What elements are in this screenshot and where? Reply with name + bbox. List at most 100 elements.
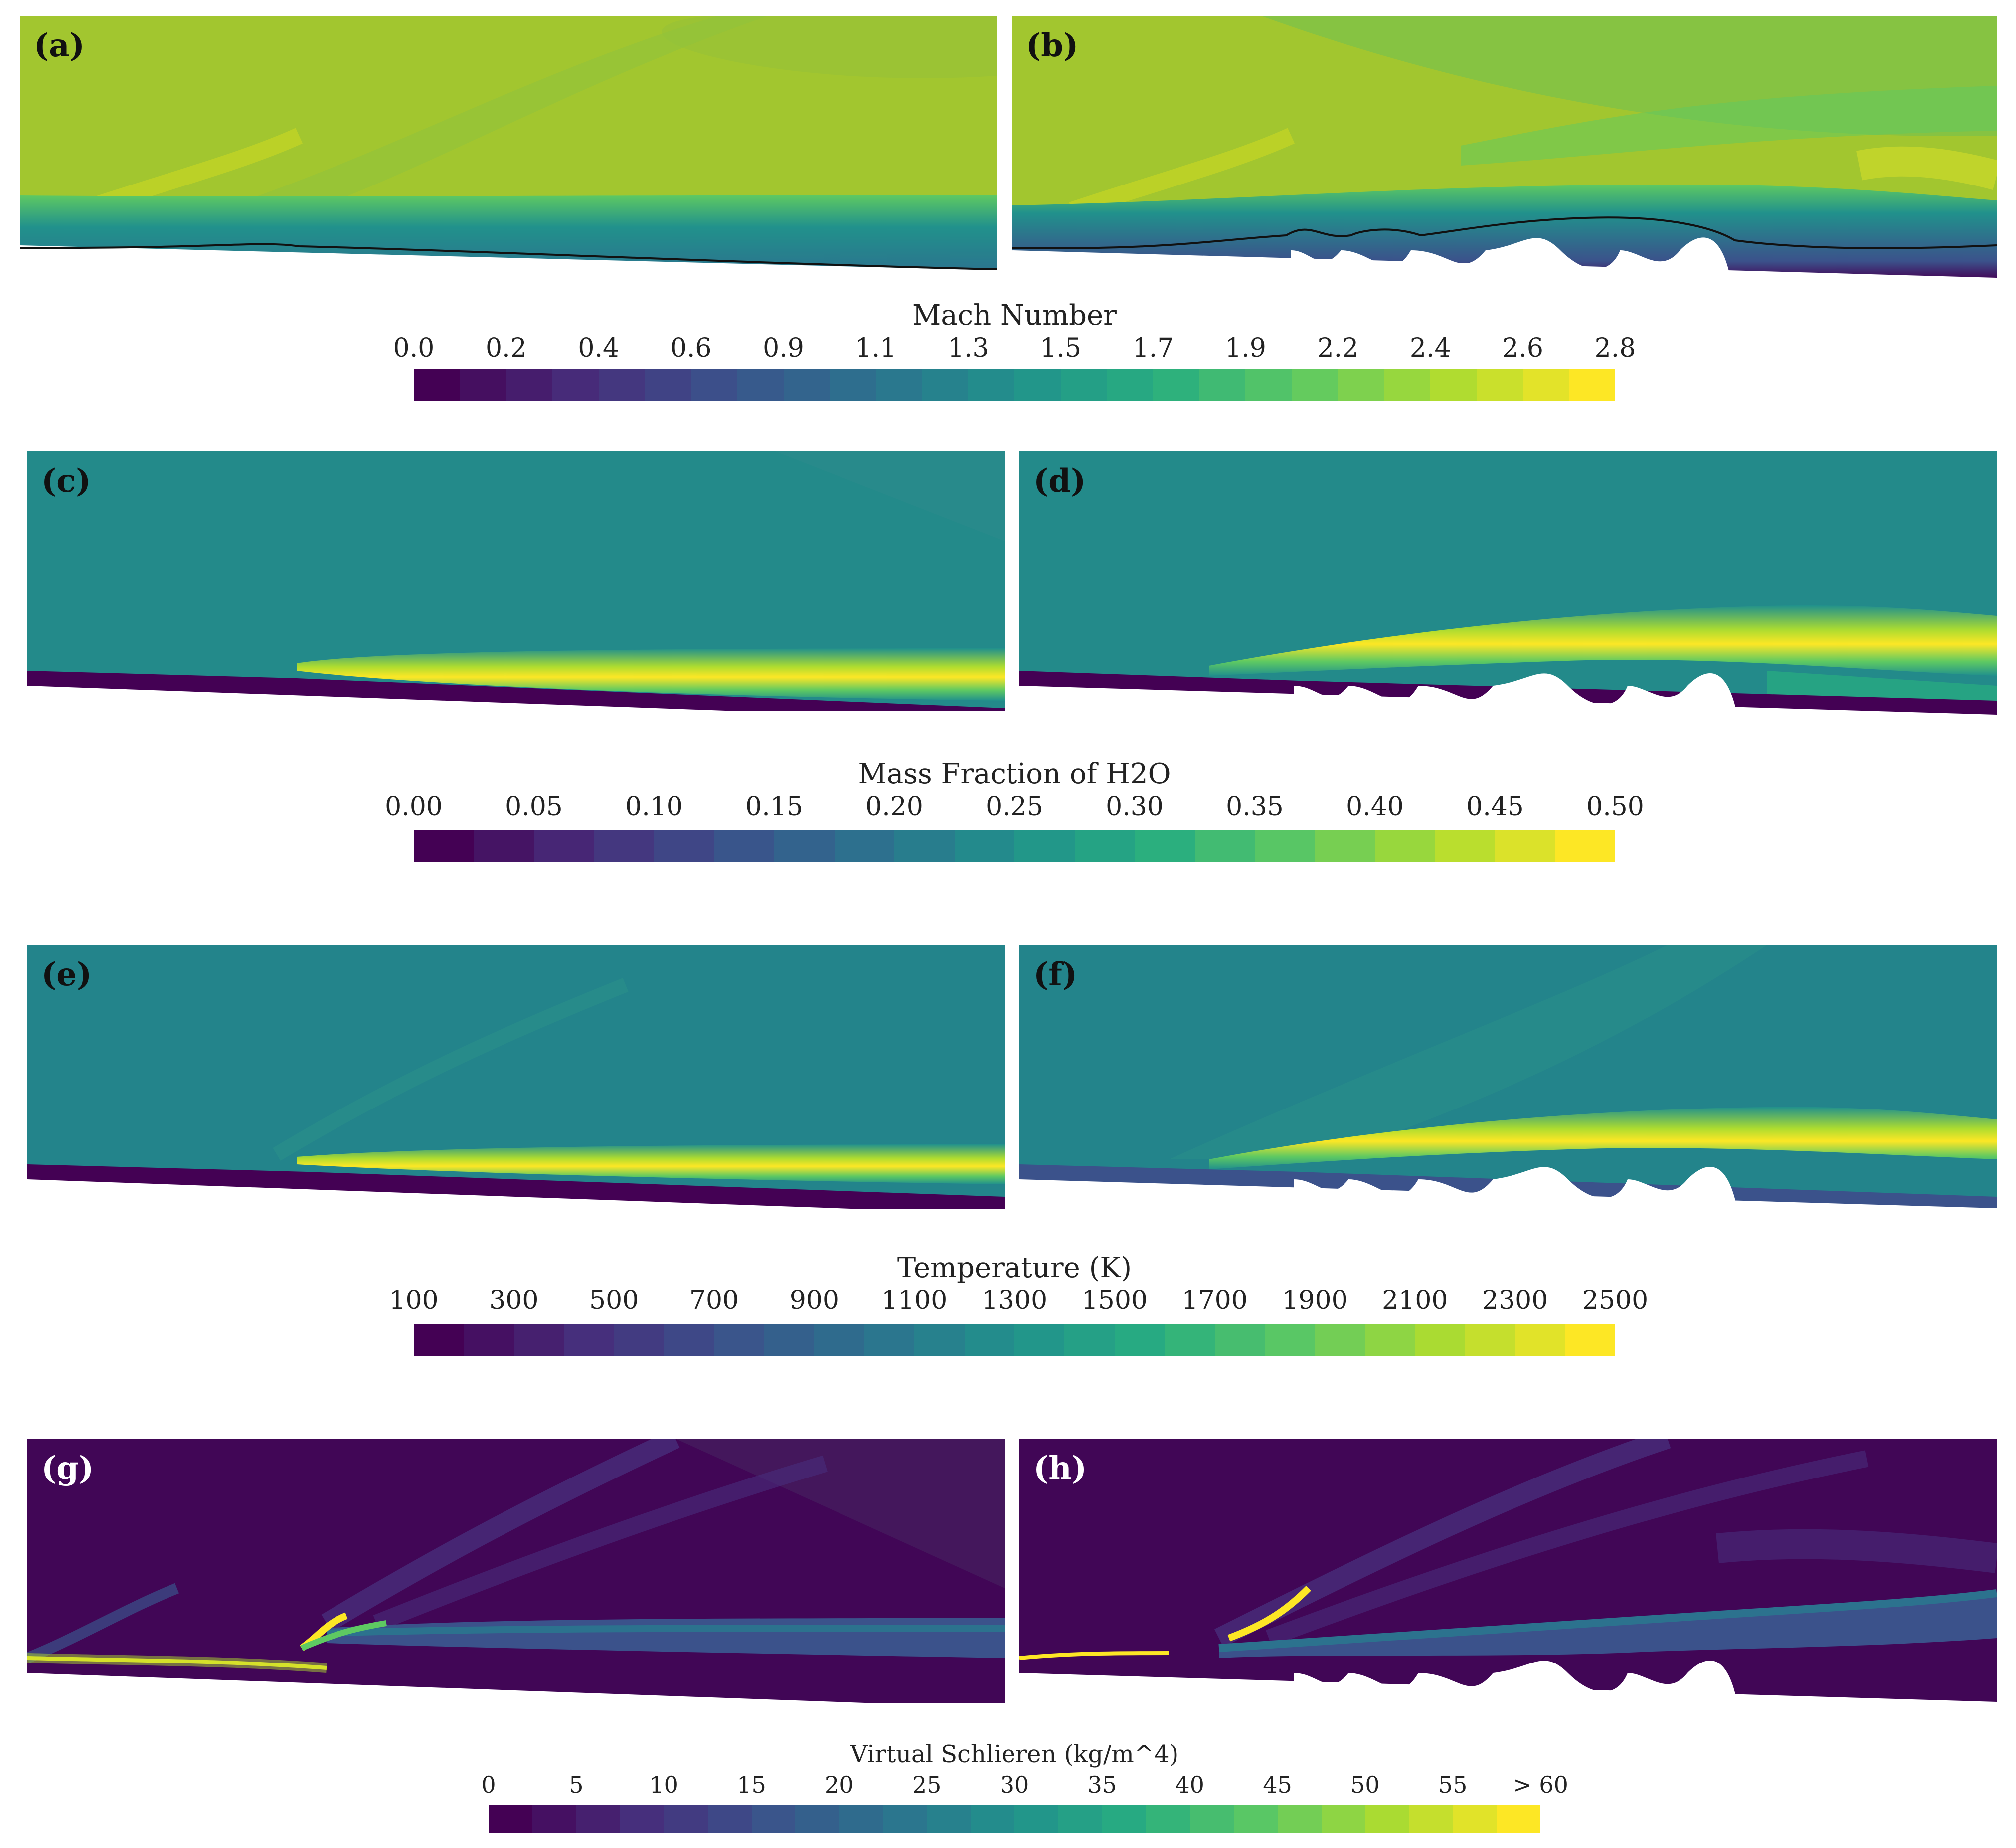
colorbar-h2o-swatch xyxy=(534,830,594,862)
colorbar-mach-swatch xyxy=(1338,369,1384,401)
colorbar-h2o-title: Mass Fraction of H2O xyxy=(858,758,1171,790)
panel-label-e: (e) xyxy=(41,956,92,993)
colorbar-schlieren-swatch xyxy=(927,1805,971,1833)
panel-label-c: (c) xyxy=(41,462,91,500)
temperature-contour-smooth xyxy=(27,945,1005,1209)
mach-contour-wavy xyxy=(1012,16,1997,280)
colorbar-schlieren-swatch xyxy=(1058,1805,1102,1833)
colorbar-h2o-swatch xyxy=(834,830,894,862)
colorbar-mach-swatch xyxy=(1107,369,1153,401)
colorbar-mach-swatch xyxy=(968,369,1014,401)
colorbar-schlieren-ticks: 0 5 10 15 20 25 30 35 40 45 50 55 > 60 xyxy=(481,1771,1568,1799)
panel-h-schlieren-wavy: (h) xyxy=(1019,1439,1997,1703)
colorbar-schlieren-swatch xyxy=(795,1805,840,1833)
colorbar-mach-swatch xyxy=(783,369,830,401)
colorbar-temperature-title: Temperature (K) xyxy=(897,1252,1132,1284)
colorbar-mach-swatch xyxy=(645,369,691,401)
colorbar-temperature-swatch xyxy=(914,1324,965,1356)
colorbar-schlieren-swatch xyxy=(1453,1805,1497,1833)
colorbar-temperature-tick: 2500 xyxy=(1582,1286,1649,1315)
colorbar-temperature-bar xyxy=(414,1324,1616,1356)
colorbar-mach-title: Mach Number xyxy=(912,299,1117,332)
colorbar-schlieren-tick: > 60 xyxy=(1512,1771,1568,1798)
panel-b-mach-wavy: (b) xyxy=(1012,16,1997,280)
colorbar-temperature-swatch xyxy=(614,1324,665,1356)
colorbar-temperature-tick: 700 xyxy=(689,1286,739,1315)
panel-e-temperature-smooth: (e) xyxy=(27,945,1005,1209)
colorbar-temperature-tick: 100 xyxy=(389,1286,439,1315)
panel-f-temperature-wavy: (f) xyxy=(1019,945,1997,1209)
colorbar-temperature-swatch xyxy=(1265,1324,1315,1356)
panel-label-f: (f) xyxy=(1033,956,1078,993)
colorbar-h2o-tick: 0.30 xyxy=(1106,792,1164,822)
panel-label-g: (g) xyxy=(41,1450,94,1487)
colorbar-temperature-swatch xyxy=(1365,1324,1415,1356)
colorbar-schlieren-tick: 45 xyxy=(1263,1771,1292,1798)
colorbar-h2o-ticks: 0.00 0.05 0.10 0.15 0.20 0.25 0.30 0.35 0.40 0.45… xyxy=(385,792,1644,822)
colorbar-h2o-tick: 0.05 xyxy=(505,792,563,822)
colorbar-temperature-swatch xyxy=(1064,1324,1115,1356)
colorbar-temperature-tick: 500 xyxy=(589,1286,639,1315)
panel-a-mach-smooth: (a) xyxy=(20,16,997,275)
schlieren-contour-smooth xyxy=(27,1439,1005,1703)
colorbar-h2o-swatch xyxy=(1495,830,1555,862)
colorbar-mach-tick: 1.5 xyxy=(1040,333,1082,363)
colorbar-temperature-tick: 1500 xyxy=(1081,1286,1148,1315)
colorbar-temperature-swatch xyxy=(864,1324,915,1356)
colorbar-schlieren-tick: 10 xyxy=(649,1771,678,1798)
colorbar-mach-tick: 0.0 xyxy=(393,333,435,363)
colorbar-mach-tick: 1.1 xyxy=(855,333,897,363)
panel-g-schlieren-smooth: (g) xyxy=(27,1439,1005,1703)
colorbar-mach-tick: 1.9 xyxy=(1225,333,1266,363)
colorbar-mach-tick: 1.3 xyxy=(947,333,989,363)
colorbar-mach-swatch xyxy=(1014,369,1061,401)
colorbar-mach-tick: 2.2 xyxy=(1317,333,1359,363)
colorbar-temperature-tick: 1300 xyxy=(981,1286,1048,1315)
colorbar-h2o-swatch xyxy=(414,830,474,862)
panel-label-h: (h) xyxy=(1033,1450,1087,1487)
colorbar-temperature-swatch xyxy=(714,1324,764,1356)
colorbar-schlieren-swatch xyxy=(971,1805,1015,1833)
colorbar-h2o-swatch xyxy=(1375,830,1435,862)
colorbar-schlieren-bar xyxy=(489,1805,1541,1833)
colorbar-temperature-swatch xyxy=(414,1324,464,1356)
colorbar-mach-tick: 2.4 xyxy=(1409,333,1451,363)
colorbar-temperature-swatch xyxy=(1165,1324,1215,1356)
colorbar-schlieren-tick: 15 xyxy=(737,1771,766,1798)
colorbar-temperature-swatch xyxy=(1515,1324,1565,1356)
colorbar-mach-bar xyxy=(414,369,1615,401)
colorbar-mach-ticks: 0.0 0.2 0.4 0.6 0.9 1.1 1.3 1.5 1.7 1.9 2.2 2.4 2.6 2… xyxy=(393,333,1636,363)
colorbar-temperature-tick: 1700 xyxy=(1181,1286,1248,1315)
colorbar-h2o-swatch xyxy=(1315,830,1375,862)
colorbar-mach-swatch xyxy=(1245,369,1292,401)
colorbar-h2o-tick: 0.35 xyxy=(1226,792,1284,822)
colorbar-temperature-swatch xyxy=(1214,1324,1265,1356)
colorbar-mach-swatch xyxy=(506,369,553,401)
colorbar-schlieren-swatch xyxy=(1146,1805,1190,1833)
colorbar-schlieren-tick: 5 xyxy=(569,1771,584,1798)
colorbar-h2o-bar xyxy=(414,830,1615,862)
colorbar-h2o: Mass Fraction of H2O 0.00 0.05 0.10 0.15 0.2… xyxy=(385,758,1644,863)
colorbar-mach-tick: 2.8 xyxy=(1594,333,1636,363)
colorbar-schlieren-swatch xyxy=(839,1805,883,1833)
colorbar-h2o-swatch xyxy=(474,830,534,862)
colorbar-schlieren-tick: 25 xyxy=(912,1771,942,1798)
colorbar-schlieren-tick: 50 xyxy=(1350,1771,1380,1798)
colorbar-schlieren-swatch xyxy=(1014,1805,1058,1833)
colorbar-mach-swatch xyxy=(1292,369,1338,401)
colorbar-mach-swatch xyxy=(598,369,645,401)
colorbar-schlieren-swatch xyxy=(489,1805,532,1833)
schlieren-contour-wavy xyxy=(1019,1439,1997,1703)
colorbar-mach-swatch xyxy=(1199,369,1246,401)
colorbar-schlieren-tick: 20 xyxy=(825,1771,854,1798)
colorbar-h2o-swatch xyxy=(1014,830,1075,862)
colorbar-h2o-swatch xyxy=(714,830,774,862)
colorbar-h2o-tick: 0.50 xyxy=(1586,792,1644,822)
colorbar-h2o-tick: 0.20 xyxy=(865,792,923,822)
colorbar-mach-swatch xyxy=(1384,369,1431,401)
colorbar-mach-swatch xyxy=(1476,369,1523,401)
colorbar-mach-swatch xyxy=(1569,369,1615,401)
colorbar-temperature-swatch xyxy=(814,1324,864,1356)
colorbar-schlieren-tick: 35 xyxy=(1087,1771,1117,1798)
panel-label-b: (b) xyxy=(1026,27,1079,64)
